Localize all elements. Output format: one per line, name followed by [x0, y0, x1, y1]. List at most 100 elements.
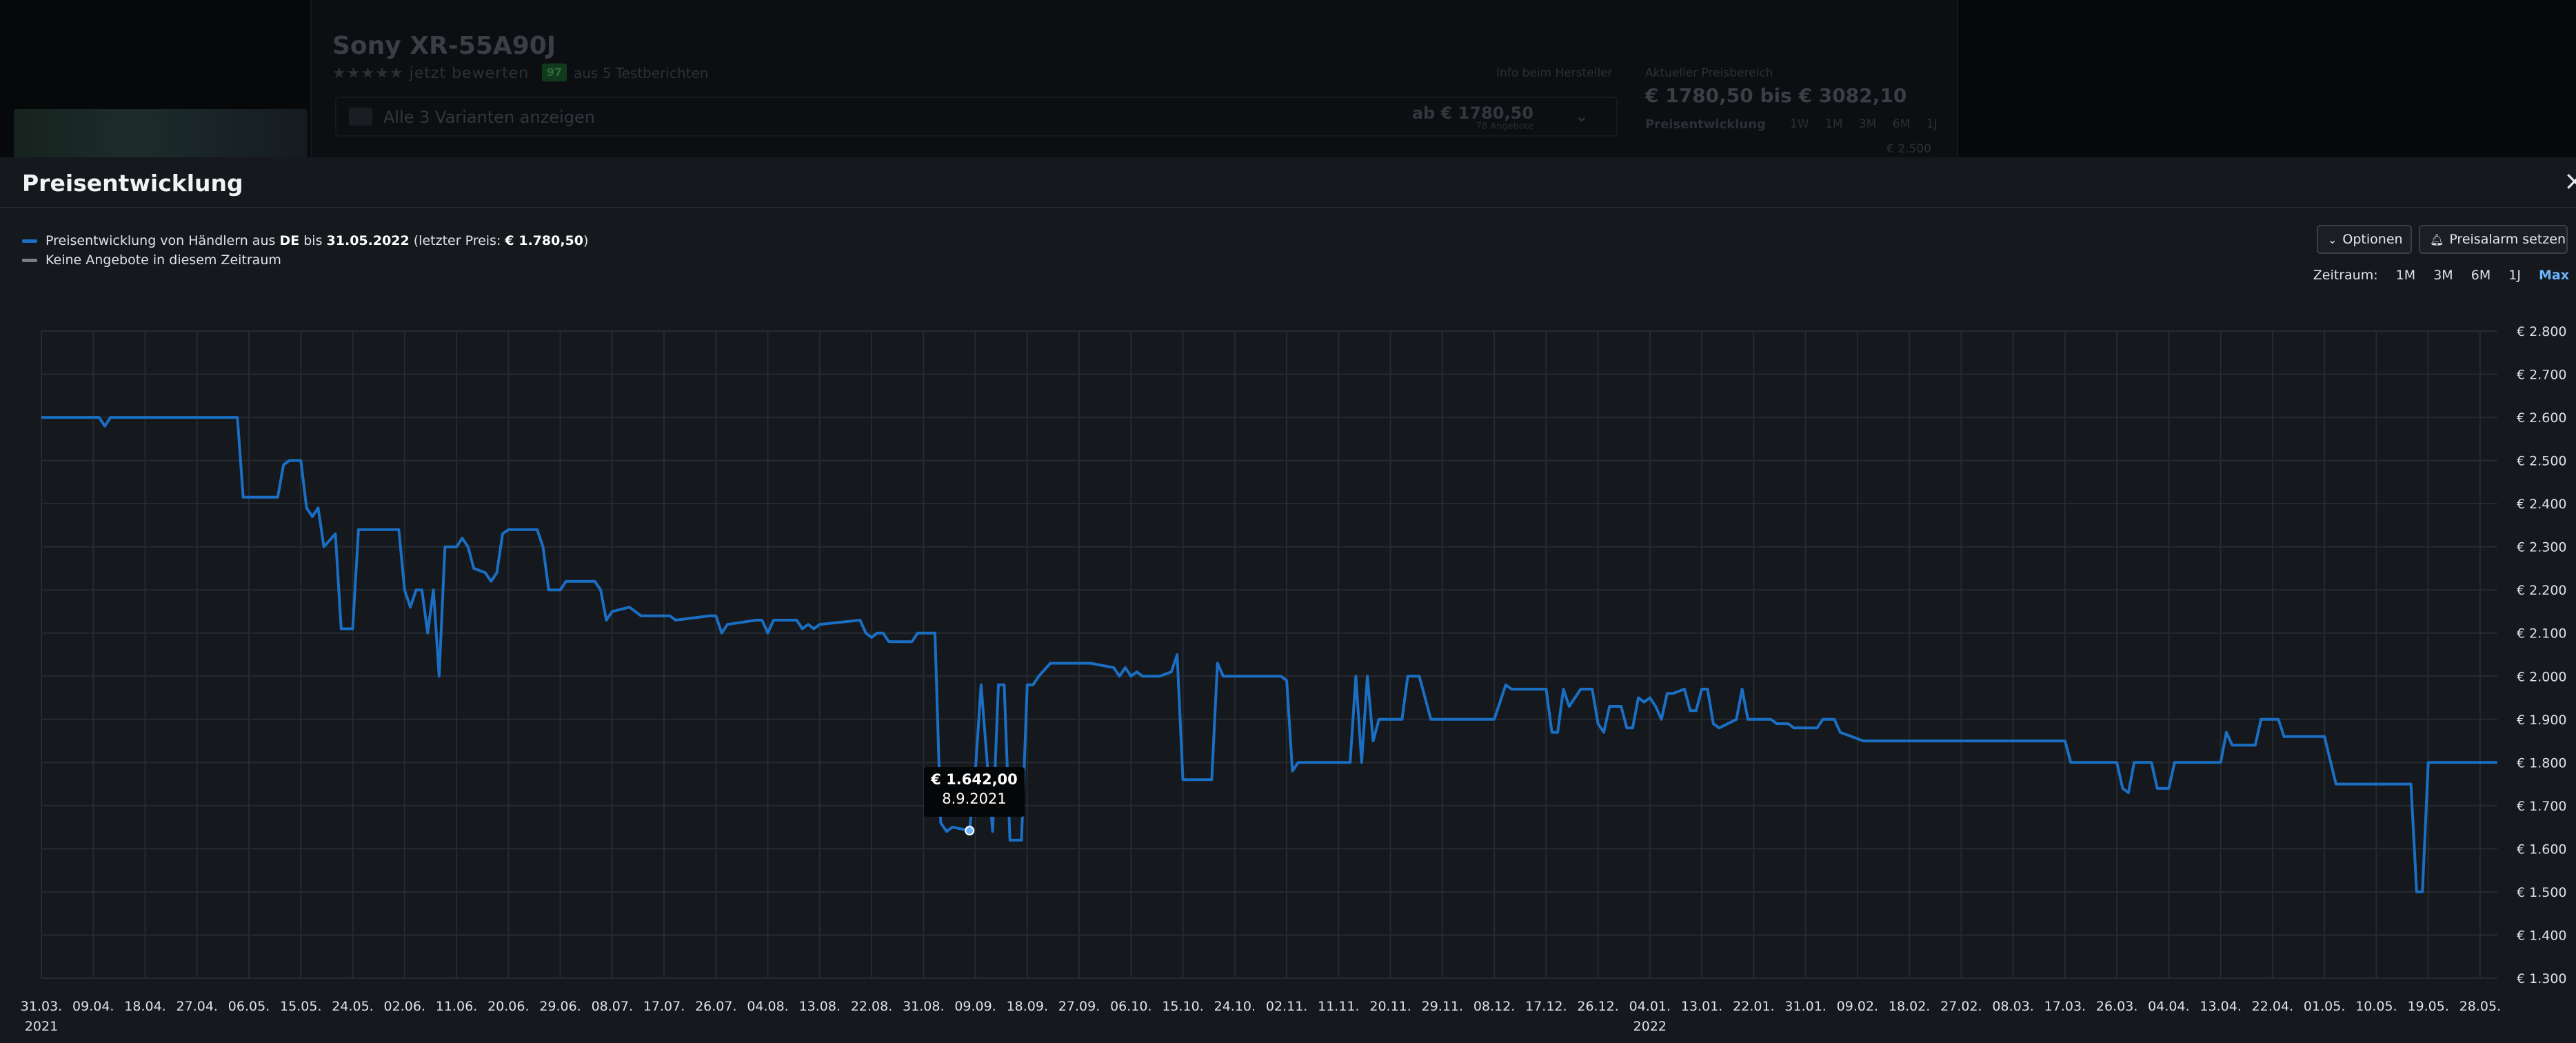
x-tick-label: 29.06.: [539, 999, 581, 1014]
x-tick-label: 26.07.: [695, 999, 736, 1014]
product-card: [310, 0, 1958, 157]
legend-price-prefix: (letzter Preis:: [409, 233, 505, 248]
price-history-modal: Preisentwicklung × Preisentwicklung von …: [0, 157, 2576, 1043]
tests-link[interactable]: aus 5 Testberichten: [574, 65, 709, 81]
x-tick-label: 13.08.: [799, 999, 841, 1014]
close-icon[interactable]: ×: [2564, 166, 2576, 196]
x-tick-label: 22.01.: [1733, 999, 1774, 1014]
x-tick-label: 15.05.: [280, 999, 321, 1014]
legend-prefix: Preisentwicklung von Händlern aus: [46, 233, 280, 248]
x-tick-label: 20.11.: [1369, 999, 1411, 1014]
x-tick-label: 10.05.: [2355, 999, 2397, 1014]
chevron-down-icon: ⌄: [2328, 233, 2337, 246]
legend-no-offers-label: Keine Angebote in diesem Zeitraum: [46, 252, 281, 268]
x-tick-label: 22.04.: [2252, 999, 2293, 1014]
modal-header: Preisentwicklung ×: [0, 157, 2576, 208]
rating-stars: ★★★★★ jetzt bewerten: [332, 65, 529, 82]
highlight-point[interactable]: [965, 826, 975, 836]
series-line[interactable]: [41, 416, 2497, 893]
product-title: Sony XR-55A90J: [332, 32, 556, 60]
variants-selector[interactable]: Alle 3 Varianten anzeigen ab € 1780,50 7…: [335, 97, 1618, 137]
x-tick-label: 08.03.: [1992, 999, 2033, 1014]
x-tick-label: 02.06.: [384, 999, 425, 1014]
x-tick-label: 28.05.: [2459, 999, 2501, 1014]
chevron-down-icon[interactable]: ⌄: [1574, 106, 1589, 126]
flag-icon: [349, 108, 372, 126]
timeframe-option-3m[interactable]: 3M: [2433, 268, 2453, 283]
y-tick-label: € 2.700: [2517, 368, 2567, 383]
x-tick-label: 22.08.: [851, 999, 892, 1014]
x-tick-label: 29.11.: [1422, 999, 1463, 1014]
price-alarm-button-label: Preisalarm setzen: [2449, 232, 2566, 247]
test-score-badge: 97: [542, 63, 567, 81]
y-axis-labels: € 1.300 € 1.400 € 1.500 € 1.600 € 1.700 € 1.8…: [2517, 324, 2567, 986]
x-tick-label: 26.12.: [1577, 999, 1618, 1014]
x-tick-label: 31.03.: [21, 999, 62, 1014]
x-tick-label: 13.01.: [1681, 999, 1722, 1014]
x-tick-label: 19.05.: [2407, 999, 2448, 1014]
y-tick-label: € 2.400: [2517, 497, 2567, 512]
price-range-label: Aktueller Preisbereich: [1645, 66, 1773, 80]
legend-country: DE: [279, 233, 300, 248]
background-page: Sony XR-55A90J ★★★★★ jetzt bewerten 97 a…: [0, 0, 2576, 157]
options-button-label: Optionen: [2342, 232, 2403, 247]
legend-mid: bis: [299, 233, 327, 248]
star-icons: ★★★★★: [332, 65, 404, 82]
legend-price: € 1.780,50: [505, 233, 583, 248]
x-tick-label: 24.05.: [332, 999, 373, 1014]
y-tick-label: € 2.800: [2517, 324, 2567, 339]
legend-suffix: ): [583, 233, 589, 248]
legend-swatch-no-offers: [22, 259, 37, 262]
y-tick-label: € 1.700: [2517, 799, 2567, 814]
x-tick-label: 20.06.: [487, 999, 529, 1014]
x-tick-label: 01.05.: [2304, 999, 2345, 1014]
x-tick-label: 08.07.: [592, 999, 633, 1014]
timeframe-option-6m[interactable]: 6M: [2471, 268, 2491, 283]
x-tick-label: 24.10.: [1214, 999, 1256, 1014]
x-tick-label: 18.02.: [1889, 999, 1930, 1014]
manufacturer-link[interactable]: Info beim Hersteller: [1496, 66, 1613, 80]
variants-price: ab € 1780,50: [1411, 103, 1533, 123]
modal-title: Preisentwicklung: [22, 170, 243, 197]
price-tooltip: € 1.642,00 8.9.2021: [924, 767, 1025, 817]
x-tick-label: 13.04.: [2200, 999, 2241, 1014]
chart-grid: [41, 330, 2497, 979]
y-tick-label: € 2.000: [2517, 669, 2567, 684]
x-axis-labels: 31.03. 09.04. 18.04. 27.04. 06.05. 15.05. 24.0…: [21, 999, 2501, 1034]
rating-link[interactable]: jetzt bewerten: [409, 65, 530, 82]
legend-swatch-series: [22, 239, 37, 243]
x-tick-label: 31.08.: [903, 999, 944, 1014]
x-tick-label: 06.05.: [228, 999, 270, 1014]
x-tick-label: 17.07.: [643, 999, 685, 1014]
timeframe-option-1j[interactable]: 1J: [2508, 268, 2521, 283]
y-tick-label: € 1.600: [2517, 842, 2567, 857]
x-tick-label: 15.10.: [1162, 999, 1203, 1014]
y-tick-label: € 2.300: [2517, 540, 2567, 555]
product-image: [14, 109, 308, 157]
price-alarm-button[interactable]: 🔔︎ Preisalarm setzen: [2419, 225, 2568, 254]
y-tick-label: € 1.400: [2517, 928, 2567, 943]
timeframe-selector: Zeitraum: 1M 3M 6M 1J Max: [2313, 268, 2569, 283]
price-dev-label: Preisentwicklung: [1645, 117, 1766, 132]
timeframe-option-max[interactable]: Max: [2539, 268, 2569, 283]
legend-item-series: Preisentwicklung von Händlern aus DE bis…: [22, 233, 588, 248]
y-tick-label: € 2.500: [2517, 454, 2567, 469]
x-tick-label: 09.04.: [72, 999, 114, 1014]
x-tick-label: 04.08.: [747, 999, 788, 1014]
variants-label: Alle 3 Varianten anzeigen: [383, 108, 595, 127]
y-tick-label: € 1.900: [2517, 713, 2567, 728]
x-tick-label: 08.12.: [1473, 999, 1515, 1014]
legend-date: 31.05.2022: [326, 233, 410, 248]
timeframe-option-1m[interactable]: 1M: [2395, 268, 2416, 283]
x-tick-label: 31.01.: [1784, 999, 1826, 1014]
options-button[interactable]: ⌄ Optionen: [2317, 225, 2412, 254]
price-dev-axis: € 2.500: [1886, 142, 1931, 156]
tooltip-date: 8.9.2021: [942, 791, 1007, 807]
x-tick-label: 02.11.: [1266, 999, 1307, 1014]
x-tick-label: 17.03.: [2044, 999, 2086, 1014]
x-tick-label: 04.01.: [1629, 999, 1671, 1014]
legend-item-no-offers: Keine Angebote in diesem Zeitraum: [22, 252, 281, 268]
y-tick-label: € 1.300: [2517, 971, 2567, 986]
timeframe-label: Zeitraum:: [2313, 268, 2378, 283]
price-dev-ranges[interactable]: 1W 1M 3M 6M 1J: [1790, 117, 1938, 131]
